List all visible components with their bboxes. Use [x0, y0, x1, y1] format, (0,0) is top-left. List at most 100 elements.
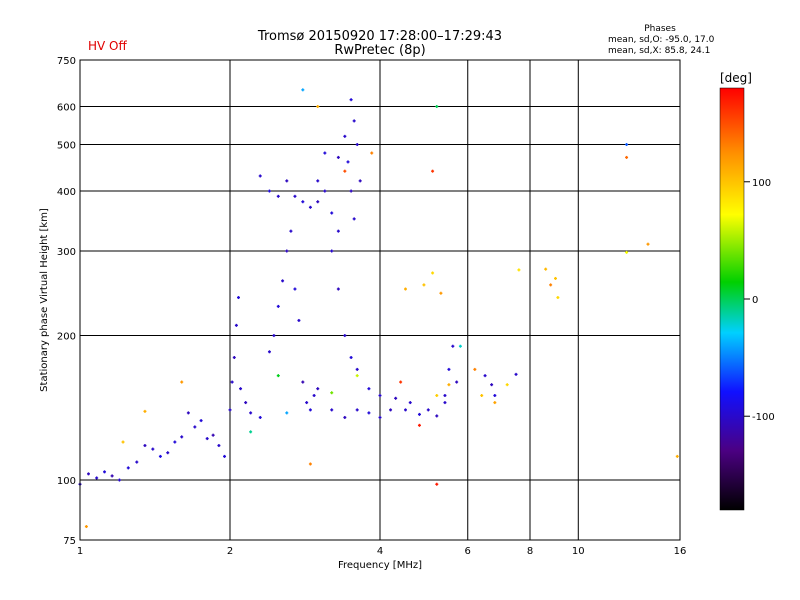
data-point [193, 425, 197, 429]
data-point [316, 387, 320, 391]
data-point [417, 412, 421, 416]
data-point [556, 296, 560, 300]
data-point [121, 440, 125, 444]
chart-subtitle: RwPretec (8p) [334, 43, 425, 58]
stats-line-o: mean, sd,O: -95.0, 17.0 [608, 35, 715, 45]
data-point [355, 143, 359, 147]
grid-lines [80, 60, 680, 540]
data-point [675, 454, 679, 458]
data-point [367, 387, 371, 391]
data-point [180, 435, 184, 439]
chart-title: Tromsø 20150920 17:28:00–17:29:43 [257, 29, 502, 44]
data-point [399, 380, 403, 384]
data-point [293, 194, 297, 198]
data-point [435, 482, 439, 486]
data-point [389, 408, 393, 412]
data-point [625, 143, 629, 147]
data-point [308, 462, 312, 466]
x-tick-labels: 1 2 4 6 8 10 16 [77, 546, 687, 557]
data-point [186, 411, 190, 415]
data-point [343, 334, 347, 338]
data-point [343, 169, 347, 173]
data-point [267, 350, 271, 354]
data-point [285, 411, 289, 415]
data-point [336, 155, 340, 159]
data-point [343, 415, 347, 419]
data-point [355, 367, 359, 371]
data-point [228, 408, 232, 412]
data-point [553, 276, 557, 280]
data-point [323, 151, 327, 155]
data-point [151, 447, 155, 451]
data-point [378, 415, 382, 419]
data-point [544, 267, 548, 271]
data-point [394, 396, 398, 400]
y-tick-label: 300 [57, 247, 76, 258]
data-point [293, 287, 297, 291]
data-point [517, 268, 521, 272]
data-point [276, 304, 280, 308]
stats-line-x: mean, sd,X: 85.8, 24.1 [608, 46, 710, 56]
data-point [158, 454, 162, 458]
data-point [370, 151, 374, 155]
x-tick-label: 16 [674, 546, 687, 557]
colorbar-tick-label: -100 [752, 412, 775, 423]
data-point [458, 344, 462, 348]
data-point [308, 408, 312, 412]
data-point [312, 394, 316, 398]
data-point [258, 415, 262, 419]
data-point [143, 444, 147, 448]
data-point [439, 291, 443, 295]
data-point [249, 411, 253, 415]
data-point [447, 367, 451, 371]
data-point [455, 380, 459, 384]
data-point [199, 419, 203, 423]
data-point [451, 344, 455, 348]
data-point [267, 189, 271, 193]
data-point [180, 380, 184, 384]
data-point [426, 408, 430, 412]
data-point [86, 472, 90, 476]
data-point [435, 394, 439, 398]
data-point [232, 355, 236, 359]
x-tick-label: 1 [77, 546, 83, 557]
data-point [431, 271, 435, 275]
data-point [417, 423, 421, 427]
data-point [443, 401, 447, 405]
y-tick-labels: 75 100 200 300 400 500 600 750 [57, 56, 76, 547]
x-tick-label: 6 [465, 546, 471, 557]
data-point [490, 383, 494, 387]
data-point [483, 374, 487, 378]
data-point [126, 466, 130, 470]
data-point [117, 478, 121, 482]
data-points [78, 88, 679, 529]
data-point [135, 460, 139, 464]
colorbar-unit: [deg] [720, 71, 752, 85]
data-point [297, 318, 301, 322]
data-point [435, 105, 439, 109]
data-point [211, 433, 215, 437]
data-point [358, 179, 362, 183]
y-tick-label: 600 [57, 103, 76, 114]
data-point [110, 474, 114, 478]
y-tick-label: 750 [57, 56, 76, 67]
data-point [349, 355, 353, 359]
data-point [355, 374, 359, 378]
data-point [646, 242, 650, 246]
data-point [330, 211, 334, 215]
data-point [308, 205, 312, 209]
data-point [352, 119, 356, 123]
x-tick-label: 4 [377, 546, 383, 557]
colorbar-tick-label: 100 [752, 178, 771, 189]
data-point [367, 411, 371, 415]
data-point [276, 194, 280, 198]
data-point [346, 160, 350, 164]
x-tick-label: 8 [527, 546, 533, 557]
data-point [493, 401, 497, 405]
data-point [301, 200, 305, 204]
y-axis-label: Stationary phase Virtual Height [km] [39, 208, 50, 392]
data-point [549, 283, 553, 287]
data-point [239, 387, 243, 391]
data-point [330, 249, 334, 253]
